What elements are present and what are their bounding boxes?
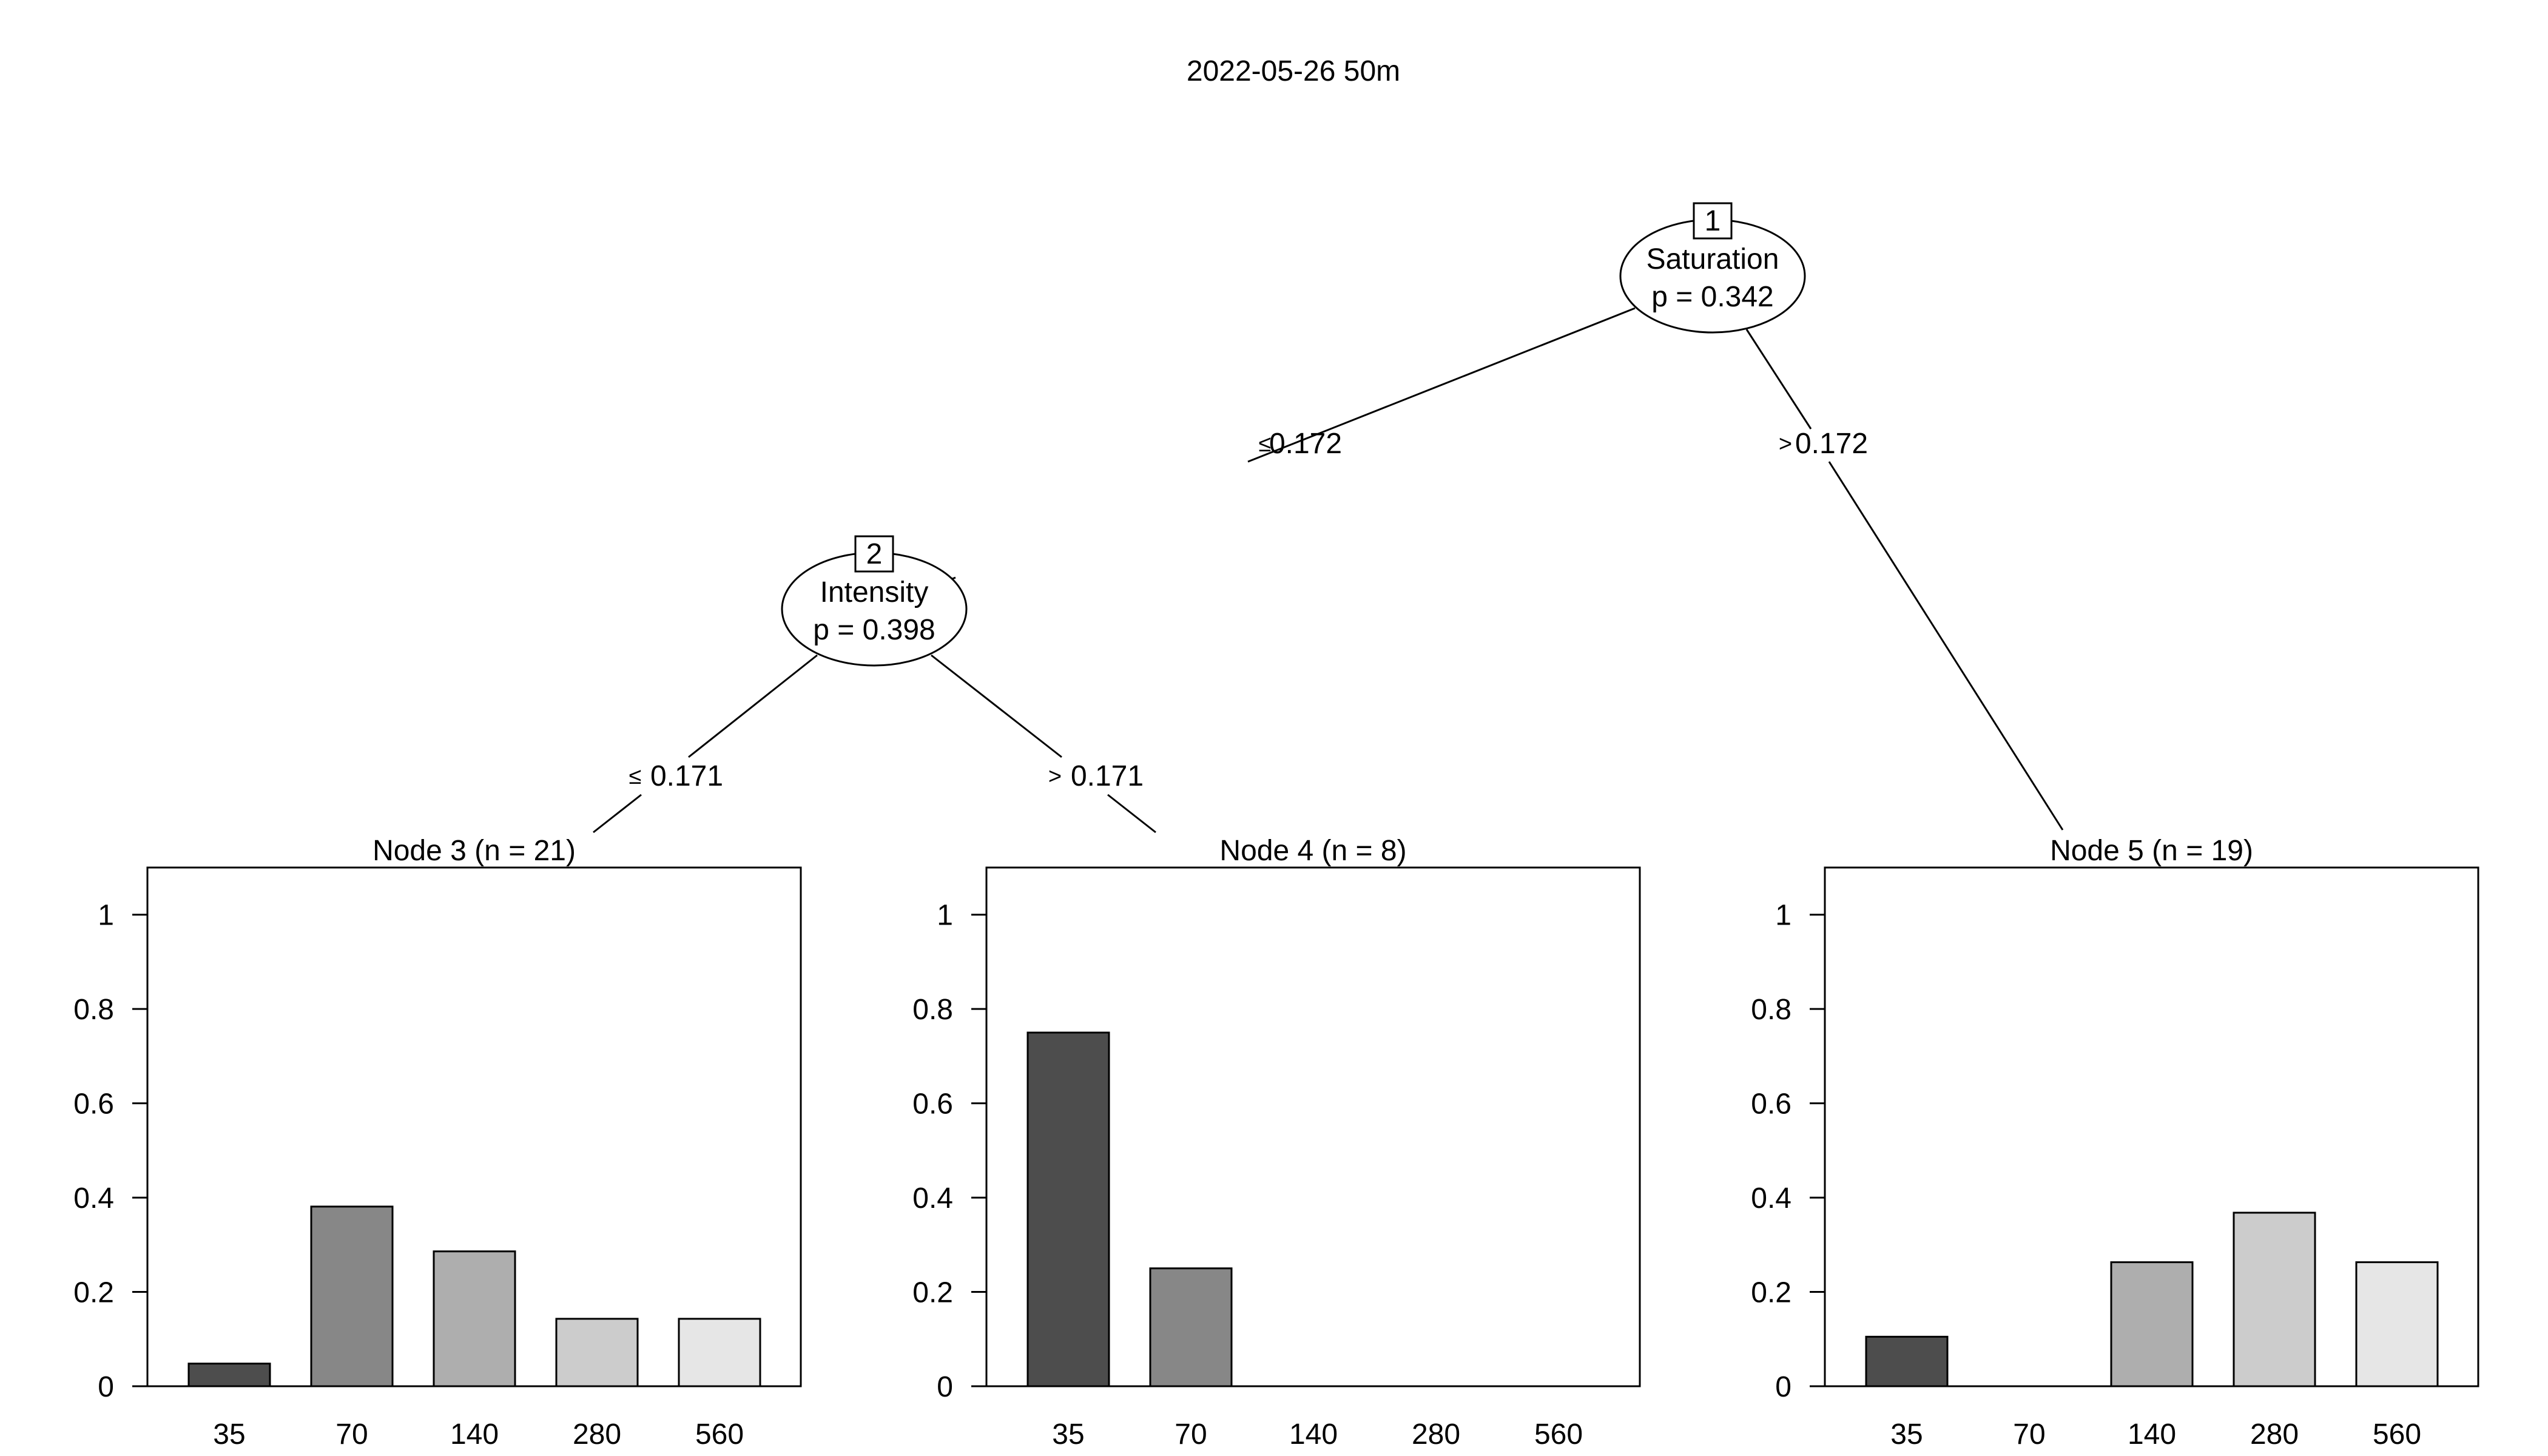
y-tick-label: 0.8	[912, 994, 953, 1026]
x-tick-label: 70	[2013, 1418, 2045, 1451]
bar	[433, 1250, 516, 1387]
panel-title: Node 4 (n = 8)	[1219, 835, 1406, 867]
bar	[1865, 1335, 1949, 1387]
terminal-node-5-barplot: Node 5 (n = 19) 0 0.2 0.4 0.6 0.8 1 35 70 140 280 5…	[1751, 835, 2479, 1451]
x-tick-label: 280	[573, 1418, 621, 1451]
y-tick-label: 1	[937, 900, 953, 932]
x-tick-label: 70	[335, 1418, 368, 1451]
node-variable: Saturation	[1646, 243, 1779, 275]
plot-frame	[1824, 866, 2479, 1387]
edge-operator: ≤	[1259, 431, 1272, 457]
y-tick-label: 0.4	[73, 1182, 114, 1215]
x-tick-label: 140	[1289, 1418, 1338, 1451]
edge-2-3	[688, 654, 818, 758]
tree-edges	[593, 307, 2064, 834]
x-tick-label: 35	[213, 1418, 245, 1451]
x-tick-label: 280	[2250, 1418, 2299, 1451]
node-pvalue: p = 0.398	[813, 614, 935, 646]
terminal-node-3-barplot: Node 3 (n = 21) 0 0.2 0.4 0.6 0.8 1 35 70 140 280 5…	[73, 835, 802, 1451]
edge-label-2-3: ≤ 0.171	[629, 760, 723, 792]
edge-2-3	[593, 794, 642, 834]
plot-frame	[985, 866, 1641, 1387]
terminal-node-4-barplot: Node 4 (n = 8) 0 0.2 0.4 0.6 0.8 1 35 70 140 280 56…	[912, 835, 1641, 1451]
node-variable: Intensity	[820, 576, 929, 608]
bar	[187, 1363, 271, 1387]
y-tick-label: 1	[98, 900, 114, 932]
y-tick-label: 1	[1775, 900, 1791, 932]
bar	[310, 1205, 394, 1387]
y-tick-label: 0.6	[912, 1088, 953, 1121]
edge-label-1-2: ≤ 0.172	[1259, 428, 1342, 460]
edge-2-4	[931, 654, 1062, 758]
bar	[555, 1318, 639, 1387]
y-tick-label: 0.6	[73, 1088, 114, 1121]
bar	[1149, 1267, 1233, 1387]
edge-operator: >	[1048, 764, 1062, 789]
x-tick-label: 70	[1175, 1418, 1207, 1451]
node-pvalue: p = 0.342	[1651, 281, 1774, 313]
edge-2-4	[1107, 794, 1156, 834]
node-id-box	[854, 535, 894, 573]
x-tick-label: 140	[2128, 1418, 2176, 1451]
x-tick-label: 560	[1534, 1418, 1583, 1451]
bar	[2110, 1261, 2194, 1387]
x-tick-label: 140	[450, 1418, 499, 1451]
bar	[2233, 1212, 2316, 1387]
edge-label-2-4: > 0.171	[1048, 760, 1144, 792]
y-tick-label: 0.2	[1751, 1277, 1791, 1309]
y-tick-label: 0.4	[912, 1182, 953, 1215]
inner-node-1: 1 Saturation p = 0.342	[1619, 202, 1806, 334]
panel-title: Node 5 (n = 19)	[2050, 835, 2253, 867]
edge-value: 0.171	[1071, 760, 1144, 792]
y-tick-label: 0	[98, 1371, 114, 1403]
y-tick-label: 0	[937, 1371, 953, 1403]
inner-node-2: 2 Intensity p = 0.398	[781, 535, 968, 667]
y-tick-label: 0.2	[73, 1277, 114, 1309]
y-tick-label: 0	[1775, 1371, 1791, 1403]
edge-value: 0.172	[1795, 428, 1868, 460]
x-tick-label: 280	[1412, 1418, 1460, 1451]
plot-frame	[146, 866, 802, 1387]
edge-value: 0.171	[650, 760, 723, 792]
y-tick-label: 0.2	[912, 1277, 953, 1309]
edge-value: 0.172	[1269, 428, 1342, 460]
x-tick-label: 560	[2373, 1418, 2421, 1451]
edge-1-5	[1745, 329, 1812, 430]
y-tick-label: 0.8	[1751, 994, 1791, 1026]
edge-1-2	[1247, 307, 1636, 463]
edge-1-5	[1828, 461, 2064, 831]
node-id-box	[1693, 202, 1733, 240]
panel-title: Node 3 (n = 21)	[372, 835, 576, 867]
node-id: 2	[866, 538, 883, 570]
y-tick-label: 0.8	[73, 994, 114, 1026]
bar	[678, 1318, 761, 1387]
edge-operator: >	[1779, 431, 1792, 457]
node-id: 1	[1705, 205, 1721, 237]
chart-title: 2022-05-26 50m	[1187, 55, 1400, 87]
y-tick-label: 0.6	[1751, 1088, 1791, 1121]
bar	[1026, 1031, 1110, 1387]
x-tick-label: 35	[1052, 1418, 1084, 1451]
edge-operator: ≤	[629, 764, 642, 789]
edge-label-1-5: > 0.172	[1779, 428, 1868, 460]
bar	[2355, 1261, 2439, 1387]
x-tick-label: 35	[1890, 1418, 1923, 1451]
x-tick-label: 560	[695, 1418, 744, 1451]
y-tick-label: 0.4	[1751, 1182, 1791, 1215]
